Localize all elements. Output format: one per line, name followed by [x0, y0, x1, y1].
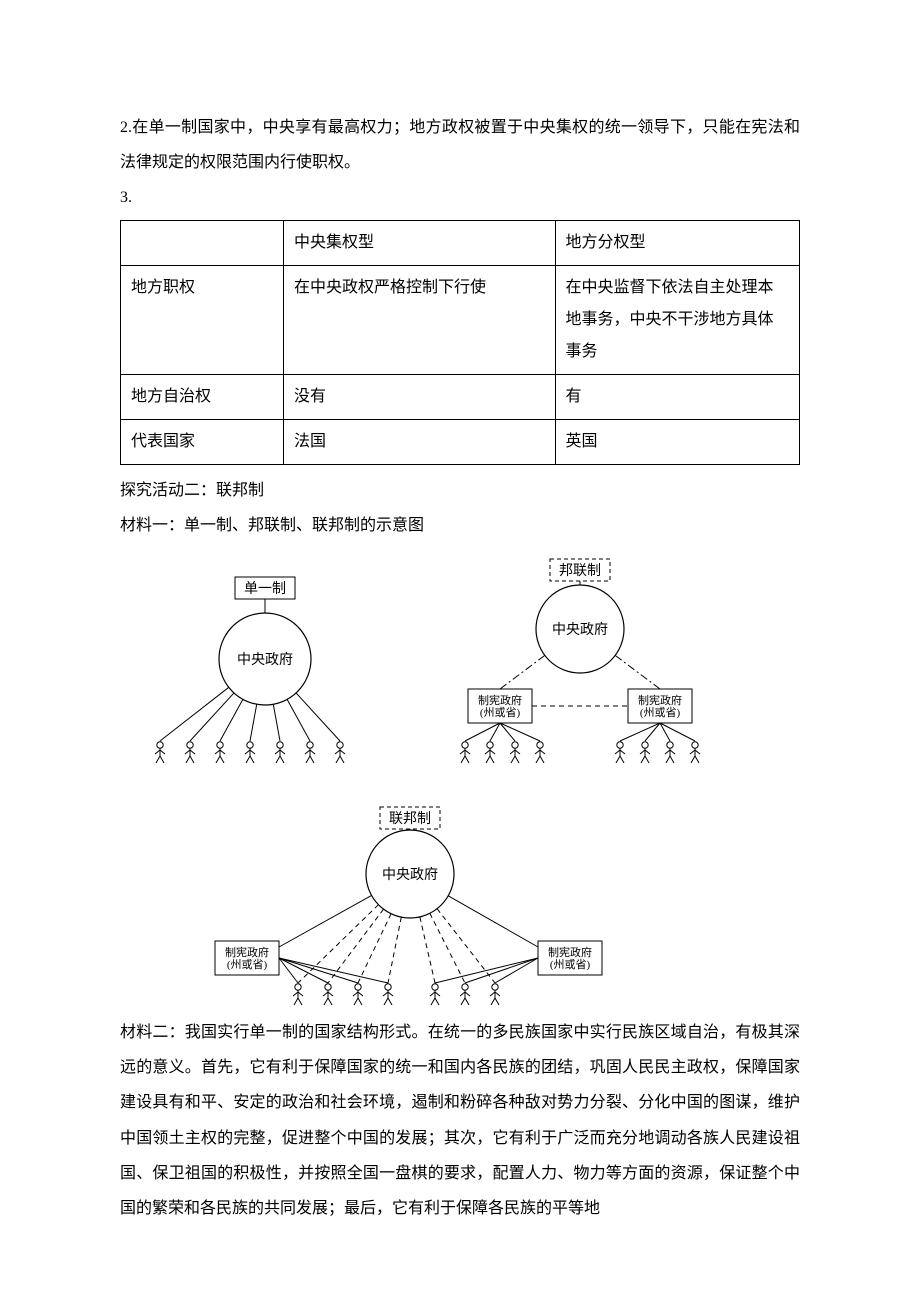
- svg-text:联邦制: 联邦制: [389, 811, 431, 827]
- table-row: 中央集权型 地方分权型: [121, 220, 800, 265]
- table-row: 地方自治权 没有 有: [121, 374, 800, 419]
- diagram-svg: 单一制中央政府邦联制中央政府制宪政府(州或省)制宪政府(州或省)联邦制中央政府制…: [120, 549, 800, 1009]
- table-cell: 在中央监督下依法自主处理本地事务，中央不干涉地方具体事务: [555, 265, 799, 374]
- paragraph-3-marker: 3.: [120, 180, 800, 215]
- paragraph-2: 2.在单一制国家中，中央享有最高权力；地方政权被置于中央集权的统一领导下，只能在…: [120, 110, 800, 180]
- svg-text:(州或省): (州或省): [550, 958, 591, 971]
- table-cell: 代表国家: [121, 419, 284, 464]
- structure-diagram: 单一制中央政府邦联制中央政府制宪政府(州或省)制宪政府(州或省)联邦制中央政府制…: [120, 549, 800, 1009]
- material-two-paragraph: 材料二：我国实行单一制的国家结构形式。在统一的多民族国家中实行民族区域自治，有极…: [120, 1015, 800, 1226]
- table-cell: 中央集权型: [283, 220, 555, 265]
- svg-text:单一制: 单一制: [244, 581, 286, 597]
- table-cell: 地方职权: [121, 265, 284, 374]
- table-cell: 地方分权型: [555, 220, 799, 265]
- svg-text:中央政府: 中央政府: [552, 622, 608, 638]
- table-cell: 在中央政权严格控制下行使: [283, 265, 555, 374]
- svg-text:(州或省): (州或省): [480, 706, 521, 719]
- svg-text:(州或省): (州或省): [227, 958, 268, 971]
- table-row: 地方职权 在中央政权严格控制下行使 在中央监督下依法自主处理本地事务，中央不干涉…: [121, 265, 800, 374]
- table-cell: 有: [555, 374, 799, 419]
- svg-text:中央政府: 中央政府: [237, 652, 293, 668]
- svg-text:制宪政府: 制宪政府: [548, 945, 592, 959]
- table-cell: [121, 220, 284, 265]
- table-cell: 英国: [555, 419, 799, 464]
- svg-text:(州或省): (州或省): [640, 706, 681, 719]
- table-row: 代表国家 法国 英国: [121, 419, 800, 464]
- svg-text:中央政府: 中央政府: [382, 867, 438, 883]
- svg-text:制宪政府: 制宪政府: [638, 693, 682, 707]
- material-one-heading: 材料一：单一制、邦联制、联邦制的示意图: [120, 508, 800, 543]
- section-heading: 探究活动二：联邦制: [120, 473, 800, 508]
- svg-text:制宪政府: 制宪政府: [478, 693, 522, 707]
- table-cell: 法国: [283, 419, 555, 464]
- table-cell: 地方自治权: [121, 374, 284, 419]
- svg-text:制宪政府: 制宪政府: [225, 945, 269, 959]
- document-page: 2.在单一制国家中，中央享有最高权力；地方政权被置于中央集权的统一领导下，只能在…: [0, 0, 920, 1302]
- gov-type-table: 中央集权型 地方分权型 地方职权 在中央政权严格控制下行使 在中央监督下依法自主…: [120, 220, 800, 465]
- svg-text:邦联制: 邦联制: [559, 563, 601, 579]
- table-cell: 没有: [283, 374, 555, 419]
